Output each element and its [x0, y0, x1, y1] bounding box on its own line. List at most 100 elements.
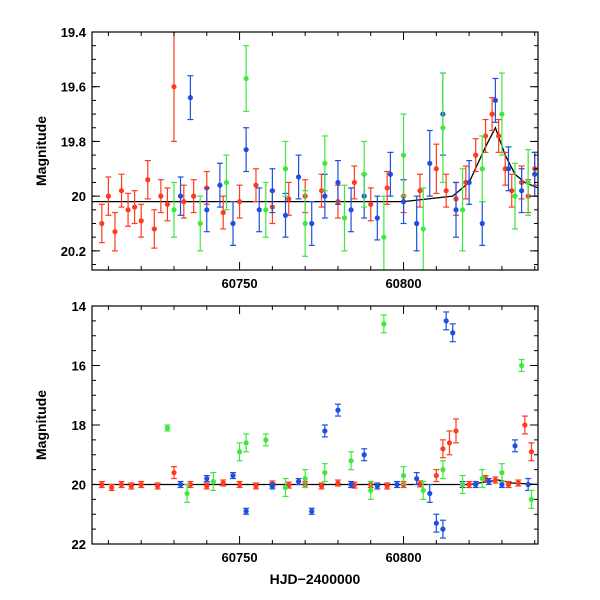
data-point: [220, 480, 226, 486]
y-tick-label: 20: [72, 189, 86, 204]
data-point: [499, 481, 505, 488]
data-point: [368, 201, 374, 207]
data-point: [384, 185, 390, 191]
data-point: [440, 467, 446, 473]
data-point: [171, 470, 177, 476]
data-point: [302, 475, 308, 482]
series-1: [98, 415, 535, 492]
data-point: [318, 483, 325, 489]
data-point: [512, 193, 518, 199]
data-point: [204, 483, 210, 489]
data-point: [525, 179, 531, 186]
data-point: [387, 171, 394, 177]
x-tick-label: 60750: [221, 276, 257, 291]
data-point: [151, 226, 157, 232]
data-point: [164, 425, 171, 431]
y-tick-label: 19.8: [61, 134, 86, 149]
data-point: [318, 188, 325, 194]
plot-frame: [91, 31, 539, 271]
data-point: [309, 508, 315, 514]
data-point: [509, 188, 515, 194]
data-point: [243, 75, 249, 82]
data-point: [496, 133, 502, 139]
data-point: [414, 220, 420, 227]
data-point: [374, 215, 380, 221]
y-tick-label: 16: [72, 359, 86, 374]
data-point: [400, 472, 407, 479]
data-point: [181, 199, 187, 205]
data-point: [132, 204, 138, 210]
data-point: [384, 483, 390, 489]
data-point: [243, 508, 249, 514]
data-point: [505, 481, 512, 488]
data-point: [105, 193, 111, 199]
data-point: [118, 481, 125, 488]
data-point: [443, 188, 449, 194]
plot-area: [92, 311, 538, 539]
data-point: [532, 171, 538, 177]
data-point: [528, 449, 535, 455]
data-point: [256, 207, 262, 213]
data-point: [197, 220, 203, 227]
data-point: [361, 452, 367, 458]
data-point: [489, 111, 495, 117]
data-point: [459, 207, 466, 213]
data-point: [322, 470, 328, 476]
data-point: [243, 147, 249, 153]
data-point: [400, 152, 407, 158]
y-tick-label: 20: [72, 478, 86, 493]
data-point: [499, 111, 505, 117]
data-point: [184, 490, 190, 497]
data-point: [282, 212, 289, 218]
y-tick-label: 14: [72, 299, 87, 314]
data-point: [171, 207, 177, 213]
series-3: [170, 45, 532, 270]
data-point: [440, 125, 446, 131]
data-point: [128, 483, 134, 489]
data-point: [443, 318, 449, 324]
series-1: [98, 32, 538, 252]
data-point: [348, 481, 354, 488]
x-axis-label: HJD−2400000: [270, 571, 361, 587]
data-point: [309, 220, 315, 227]
data-point: [433, 472, 439, 479]
data-point: [450, 330, 456, 336]
data-point: [204, 207, 210, 213]
data-point: [348, 207, 354, 213]
data-point: [210, 478, 216, 485]
data-point: [204, 475, 210, 482]
data-point: [99, 481, 105, 488]
data-point: [322, 160, 328, 166]
data-point: [420, 487, 426, 494]
data-point: [154, 483, 161, 489]
data-point: [282, 166, 289, 172]
data-point: [479, 475, 485, 482]
data-point: [158, 193, 164, 199]
data-point: [335, 480, 341, 486]
data-point: [492, 97, 498, 103]
data-point: [302, 220, 308, 227]
x-tick-label: 60750: [221, 550, 257, 565]
y-tick-label: 22: [72, 537, 86, 552]
data-point: [394, 481, 400, 488]
data-point: [381, 234, 387, 240]
data-point: [528, 496, 535, 502]
data-point: [459, 481, 466, 488]
y-tick-label: 19.6: [61, 80, 86, 95]
data-point: [479, 166, 485, 172]
series-2: [177, 72, 538, 252]
data-point: [230, 220, 236, 227]
data-point: [417, 481, 423, 487]
data-point: [112, 229, 118, 235]
data-point: [138, 218, 144, 224]
data-point: [400, 199, 407, 205]
data-point: [243, 440, 249, 446]
data-point: [269, 188, 275, 194]
data-point: [282, 484, 289, 491]
data-point: [420, 226, 426, 232]
data-point: [230, 472, 236, 479]
data-point: [145, 177, 151, 183]
data-point: [187, 95, 193, 101]
data-point: [263, 207, 269, 213]
